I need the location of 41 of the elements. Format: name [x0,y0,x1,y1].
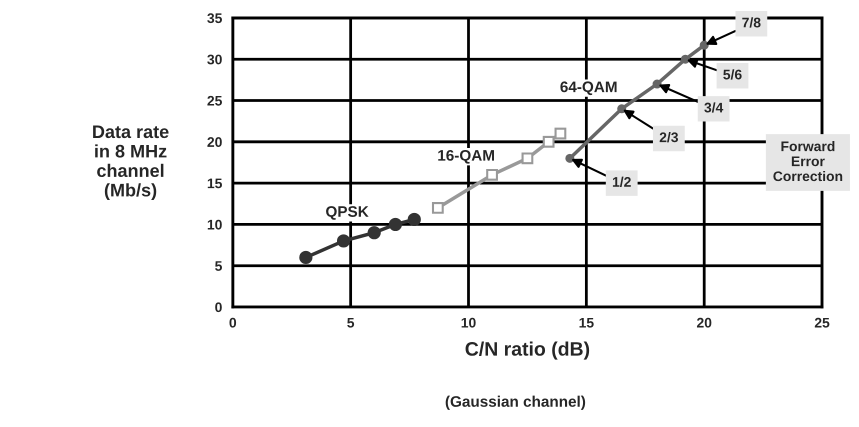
series-label: QPSK [326,206,369,220]
series-label: 16-QAM [438,150,494,164]
y-tick-label: 15 [208,178,222,188]
point [336,234,350,248]
x-axis-title: C/N ratio (dB) [466,341,590,360]
text: (Gaussian channel) [446,396,586,410]
point [542,136,555,148]
y-tick-label: 20 [207,137,222,147]
y-tick-label: 5 [215,261,222,271]
point [565,154,574,163]
y-tick-label: 25 [207,96,222,106]
y-tick-label: 30 [207,54,222,64]
point [700,40,709,50]
y-tick-label: 10 [208,220,222,230]
y-axis-title: Data rate in 8 MHz channel (Mb/s) [93,126,169,200]
series-label: 64-QAM [560,81,617,96]
x-tick-label: 5 [347,318,354,328]
point [432,202,444,214]
point [652,79,662,89]
annotation: 1/2 [612,176,631,187]
x-tick-label: 15 [580,318,594,328]
point [368,226,381,240]
annotation: 5/6 [723,69,742,80]
point [388,218,402,232]
point [554,128,566,140]
point [522,152,534,164]
annotation: Forward Error Correction [773,141,842,182]
point [299,250,312,264]
annotation: 2/3 [660,132,678,142]
y-tick-label: 0 [215,302,222,312]
x-tick-label: 10 [462,318,476,328]
x-tick-label: 25 [814,318,830,328]
x-tick-label: 20 [696,318,712,328]
point [617,104,626,114]
point [680,54,690,64]
annotation: 3/4 [704,102,724,113]
point [486,168,498,181]
point [408,212,421,226]
x-tick-label: 0 [229,318,236,328]
y-tick-label: 35 [207,13,222,24]
annotation: 7/8 [742,17,761,28]
